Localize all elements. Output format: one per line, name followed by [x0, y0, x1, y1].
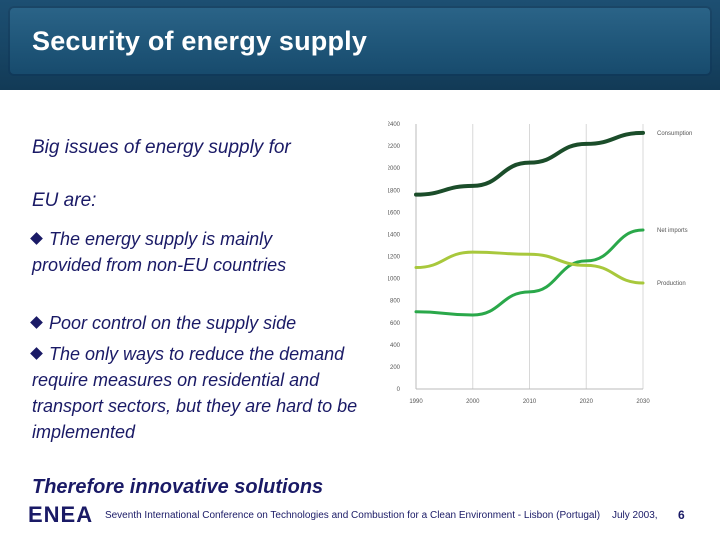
chart-svg: 1990 2000 2010 2020 2030 0 200 400 600 800 1000 120… [387, 122, 693, 405]
title-bar: Security of energy supply [0, 0, 720, 90]
bullet-text-2: Poor control on the supply side [49, 313, 297, 333]
bullet-item-1: The energy supply is mainly provided fro… [30, 226, 332, 278]
y-tick-label: 1600 [388, 210, 401, 216]
conclusion-text: Therefore innovative solutions [32, 476, 324, 498]
y-tick-label: 600 [390, 321, 401, 327]
y-tick-label: 400 [390, 343, 401, 349]
x-tick-label: 2000 [466, 399, 480, 405]
intro-line-1: Big issues of energy supply for [32, 137, 291, 158]
series-line-production [414, 250, 645, 285]
y-tick-label: 200 [390, 365, 401, 371]
y-tick-label: 2200 [388, 144, 401, 150]
bullet-text-1: The energy supply is mainly provided fro… [32, 229, 287, 275]
intro-line-2: EU are: [32, 190, 97, 211]
y-tick-label: 1800 [388, 188, 401, 194]
series-label-production: Production [657, 281, 686, 287]
footer-date: July 2003, [612, 510, 658, 521]
y-tick-label: 1400 [388, 232, 401, 238]
slide-title: Security of energy supply [32, 26, 368, 56]
y-tick-label: 1000 [388, 277, 401, 283]
y-tick-label: 2400 [388, 122, 401, 128]
y-tick-label: 800 [390, 299, 401, 305]
x-tick-label: 2030 [636, 399, 650, 405]
series-line-net-imports [414, 228, 645, 317]
y-tick-label: 2000 [388, 166, 401, 172]
enea-logo: ENEA [28, 502, 94, 527]
bullet-item-3: The only ways to reduce the demand requi… [30, 341, 377, 445]
series-label-net-imports: Net imports [657, 228, 688, 234]
x-tick-label: 1990 [409, 399, 423, 405]
series-line-consumption [414, 130, 645, 197]
diamond-bullet-icon [30, 316, 43, 329]
bullet-text-3: The only ways to reduce the demand requi… [32, 344, 358, 442]
diamond-bullet-icon [30, 347, 43, 360]
x-tick-label: 2010 [523, 399, 537, 405]
energy-chart: 1990 2000 2010 2020 2030 0 200 400 600 800 1000 120… [387, 112, 708, 448]
series-label-consumption: Consumption [657, 131, 692, 137]
y-tick-label: 0 [397, 387, 401, 393]
slide-number: 6 [678, 508, 685, 522]
diamond-bullet-icon [30, 232, 43, 245]
title-box [8, 6, 712, 76]
footer-conference: Seventh International Conference on Tech… [104, 510, 601, 521]
x-tick-label: 2020 [580, 399, 594, 405]
bullet-item-2: Poor control on the supply side [30, 310, 382, 336]
y-tick-label: 1200 [388, 255, 401, 261]
